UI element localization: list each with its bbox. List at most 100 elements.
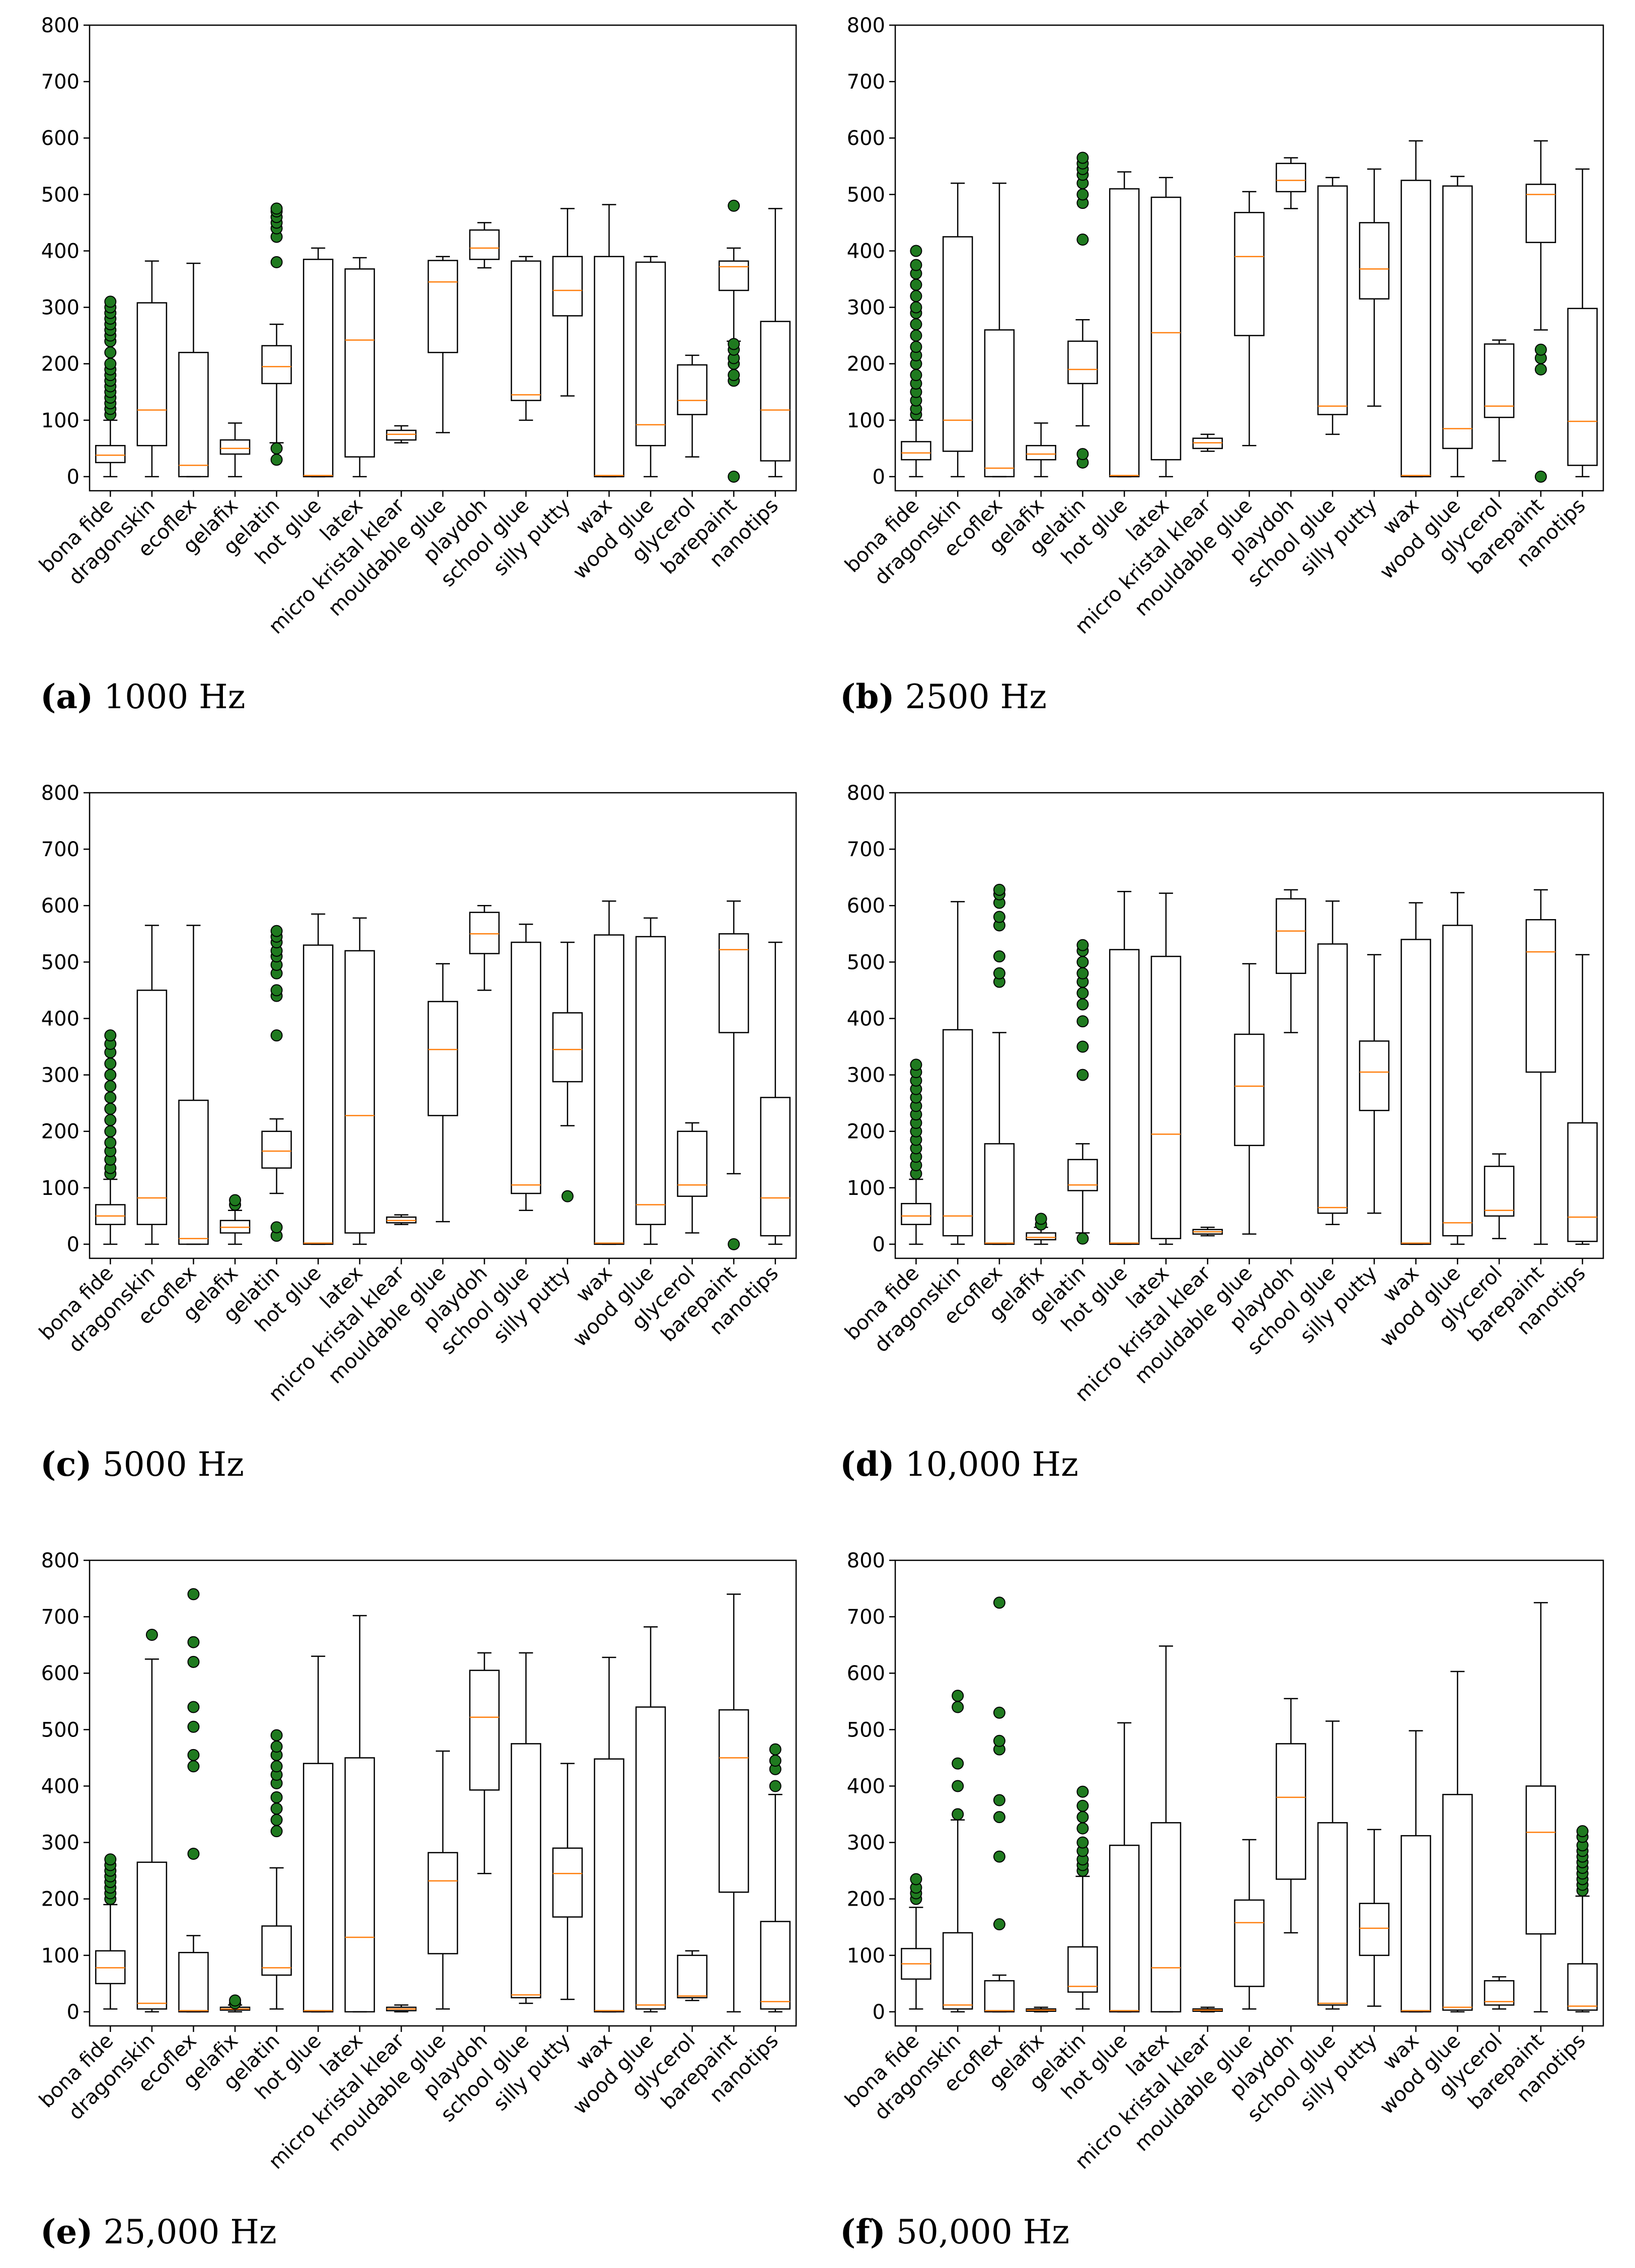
box-glycerol — [1484, 339, 1515, 462]
outlier-point — [1076, 939, 1089, 951]
iqr-box — [1317, 943, 1348, 1214]
box-gelatin — [261, 202, 292, 466]
outlier-point — [952, 1808, 964, 1821]
iqr-box — [984, 1143, 1015, 1245]
panel-f: 0 100 200 300 400 500 600 700 800 bona fide dragon… — [817, 1535, 1635, 2268]
outlier-point — [1534, 363, 1547, 375]
y-tick-label: 300 — [41, 296, 80, 320]
iqr-box — [261, 345, 292, 385]
outlier-point — [104, 1114, 117, 1126]
iqr-box — [136, 302, 168, 446]
box-hot-glue — [1109, 890, 1140, 1245]
outlier-point — [993, 1850, 1005, 1863]
box-gelafix — [219, 1194, 251, 1245]
y-tick-label: 600 — [847, 1662, 885, 1685]
y-tick-label: 400 — [41, 1775, 80, 1798]
iqr-box — [1150, 955, 1182, 1240]
outlier-point — [270, 1741, 283, 1753]
box-mouldable-glue — [1234, 1839, 1265, 2010]
box-barepaint — [718, 199, 749, 483]
caption-f-text: 50,000 Hz — [896, 2213, 1070, 2251]
box-mouldable-glue — [1234, 191, 1265, 446]
outlier-point — [270, 442, 283, 455]
box-mouldable-glue — [1234, 963, 1265, 1235]
outlier-point — [769, 1780, 782, 1792]
outlier-point — [1035, 1213, 1047, 1225]
iqr-box — [760, 321, 791, 462]
y-tick-label: 500 — [41, 183, 80, 206]
outlier-point — [1076, 987, 1089, 1000]
outlier-point — [910, 301, 922, 314]
iqr-box — [302, 259, 334, 478]
iqr-box — [1317, 1822, 1348, 2006]
y-tick-label: 500 — [41, 1718, 80, 1742]
iqr-box — [1109, 188, 1140, 478]
box-hot-glue — [1109, 1722, 1140, 2013]
iqr-box — [469, 229, 500, 260]
iqr-box — [1026, 1232, 1056, 1241]
y-tick-label: 400 — [847, 240, 885, 263]
box-latex — [1150, 177, 1182, 478]
box-gelatin — [1067, 939, 1098, 1245]
box-hot-glue — [302, 247, 334, 478]
outlier-point — [270, 256, 283, 268]
box-ecoflex — [984, 182, 1015, 478]
y-tick-label: 400 — [41, 1007, 80, 1030]
box-latex — [344, 917, 375, 1245]
iqr-box — [1317, 185, 1348, 415]
outlier-point — [270, 1760, 283, 1773]
box-school-glue — [510, 1652, 541, 2004]
outlier-point — [104, 357, 117, 370]
outlier-point — [993, 1918, 1005, 1931]
outlier-point — [104, 1137, 117, 1149]
iqr-box — [1484, 1165, 1515, 1217]
outlier-point — [270, 984, 283, 997]
iqr-box — [178, 1099, 209, 1245]
iqr-box — [427, 260, 458, 353]
box-micro-kristal-klear — [386, 1214, 417, 1225]
y-tick-label: 200 — [847, 1888, 885, 1911]
y-tick-label: 300 — [847, 1064, 885, 1087]
iqr-box — [718, 1709, 749, 1893]
box-school-glue — [510, 923, 541, 1211]
outlier-point — [1576, 1825, 1589, 1838]
y-tick-label: 700 — [41, 1606, 80, 1629]
outlier-point — [728, 338, 740, 350]
y-tick-label: 600 — [41, 1662, 80, 1685]
iqr-box — [510, 1743, 541, 1999]
outlier-point — [910, 369, 922, 382]
box-bona-fide — [95, 1029, 126, 1245]
box-micro-kristal-klear — [1192, 1227, 1223, 1237]
y-tick-label: 600 — [847, 894, 885, 918]
box-wax — [1400, 140, 1431, 478]
outlier-point — [270, 1221, 283, 1234]
caption-d: (d) 10,000 Hz — [840, 1445, 1078, 1484]
outlier-point — [187, 1636, 200, 1648]
outlier-point — [1076, 188, 1089, 201]
outlier-point — [270, 1825, 283, 1838]
box-wood-glue — [635, 1626, 666, 2013]
outlier-point — [104, 1057, 117, 1070]
y-tick-label: 200 — [847, 353, 885, 376]
outlier-point — [769, 1755, 782, 1767]
outlier-point — [145, 1629, 158, 1641]
outlier-point — [104, 1069, 117, 1081]
iqr-box — [178, 1951, 209, 2013]
iqr-box — [1400, 1835, 1431, 2013]
y-tick-label: 600 — [41, 127, 80, 150]
y-tick-label: 400 — [847, 1775, 885, 1798]
outlier-point — [1076, 1799, 1089, 1812]
outlier-point — [104, 346, 117, 359]
box-ecoflex — [984, 883, 1015, 1245]
iqr-box — [635, 1706, 666, 2010]
outlier-point — [910, 1059, 922, 1071]
y-tick-label: 300 — [41, 1832, 80, 1855]
iqr-box — [1400, 180, 1431, 478]
caption-a-letter: (a) — [40, 677, 94, 716]
outlier-point — [270, 1729, 283, 1742]
outlier-point — [1076, 234, 1089, 246]
caption-e: (e) 25,000 Hz — [40, 2212, 277, 2251]
